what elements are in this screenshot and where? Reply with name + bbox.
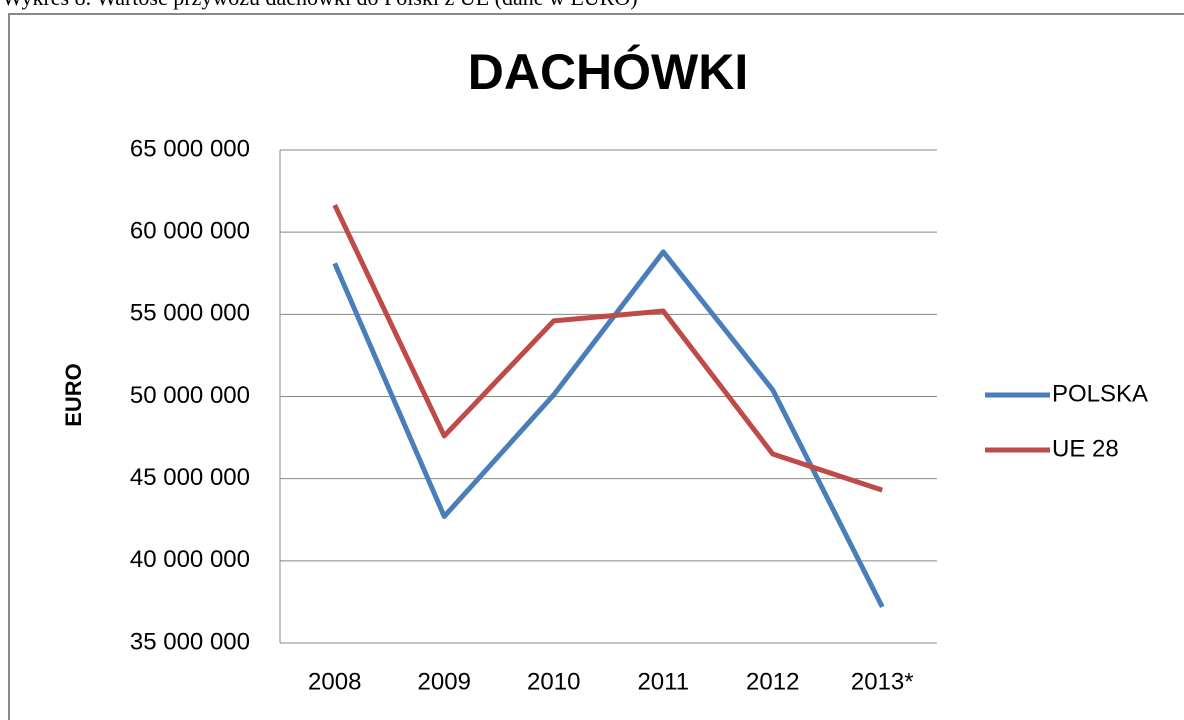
x-tick-label: 2013* — [851, 668, 914, 695]
x-tick-label: 2008 — [308, 668, 361, 695]
x-tick-label: 2009 — [418, 668, 471, 695]
y-tick-label: 65 000 000 — [130, 135, 250, 162]
y-tick-label: 60 000 000 — [130, 218, 250, 245]
x-tick-label: 2011 — [637, 668, 689, 695]
y-tick-label: 40 000 000 — [130, 546, 250, 573]
y-tick-label: 45 000 000 — [130, 464, 250, 491]
legend-label: UE 28 — [1052, 435, 1119, 462]
x-tick-label: 2010 — [527, 668, 580, 695]
y-axis-label: EURO — [61, 363, 86, 427]
series-line — [332, 203, 884, 493]
chart-frame — [8, 13, 1184, 720]
caption: Wykres 8. Wartość przywozu dachówki do P… — [2, 0, 638, 10]
y-tick-label: 50 000 000 — [130, 382, 250, 409]
y-tick-label: 55 000 000 — [130, 300, 250, 327]
legend-label: POLSKA — [1052, 380, 1148, 407]
x-tick-label: 2012 — [746, 668, 799, 695]
series-line — [332, 249, 885, 608]
chart-title: DACHÓWKI — [468, 44, 749, 100]
y-tick-label: 35 000 000 — [130, 628, 250, 655]
